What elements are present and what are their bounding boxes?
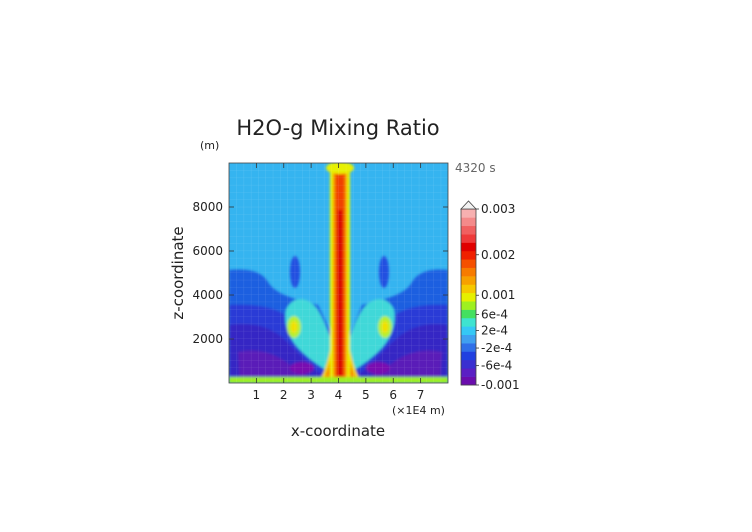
y-tick-label: 6000 (192, 244, 223, 258)
time-label: 4320 s (455, 161, 496, 175)
colorbar-label: -6e-4 (481, 359, 512, 373)
x-tick-label: 3 (307, 388, 315, 402)
colorbar-segment (461, 368, 476, 377)
colorbar-segment (461, 242, 476, 252)
y-tick-label: 2000 (192, 332, 223, 346)
x-tick-label: 6 (389, 388, 397, 402)
field-grid (229, 163, 448, 383)
colorbar-label: 0.002 (481, 248, 515, 262)
colorbar-segment (461, 250, 476, 260)
colorbar-label: -0.001 (481, 378, 520, 392)
x-unit-label: (×1E4 m) (392, 404, 445, 417)
x-tick-label: 1 (253, 388, 261, 402)
colorbar-label: 2e-4 (481, 323, 508, 337)
colorbar-segment (461, 267, 476, 277)
colorbar-segment (461, 351, 476, 361)
colorbar-segment (461, 326, 476, 336)
colorbar-segment (461, 317, 476, 327)
y-axis-label: z-coordinate (169, 226, 187, 319)
heatmap-field (229, 163, 448, 383)
colorbar-segment (461, 343, 476, 352)
colorbar-label: -2e-4 (481, 341, 512, 355)
x-tick-label: 5 (362, 388, 370, 402)
colorbar-segment (461, 225, 476, 235)
axes: 1 2 3 4 5 6 7 2000 4000 6000 8000 (192, 163, 448, 402)
colorbar-segment (461, 309, 476, 319)
x-tick-label: 2 (280, 388, 288, 402)
colorbar-segment (461, 217, 476, 227)
colorbar-segment (461, 359, 476, 369)
colorbar-segment (461, 234, 476, 243)
y-tick-label: 4000 (192, 288, 223, 302)
colorbar-label: 6e-4 (481, 308, 508, 322)
colorbar-segment (461, 334, 476, 344)
colorbar-segment (461, 276, 476, 285)
colorbar: 0.003 0.002 0.001 6e-42e-4 -2e-4 -6e-4 -0.001 (460, 200, 520, 392)
colorbar-label: 0.003 (481, 202, 515, 216)
colorbar-segment (461, 301, 476, 310)
chart-title: H2O-g Mixing Ratio (236, 116, 439, 140)
x-axis-label: x-coordinate (291, 422, 385, 440)
colorbar-segment (461, 209, 476, 218)
colorbar-segment (461, 376, 476, 386)
colorbar-segment (461, 284, 476, 294)
colorbar-extend-triangle (460, 200, 477, 210)
x-tick-label: 4 (335, 388, 343, 402)
colorbar-segment (461, 259, 476, 268)
y-unit-label: (m) (200, 139, 219, 152)
colorbar-segment (461, 292, 476, 302)
x-tick-label: 7 (417, 388, 425, 402)
colorbar-label: 0.001 (481, 288, 515, 302)
y-tick-label: 8000 (192, 200, 223, 214)
